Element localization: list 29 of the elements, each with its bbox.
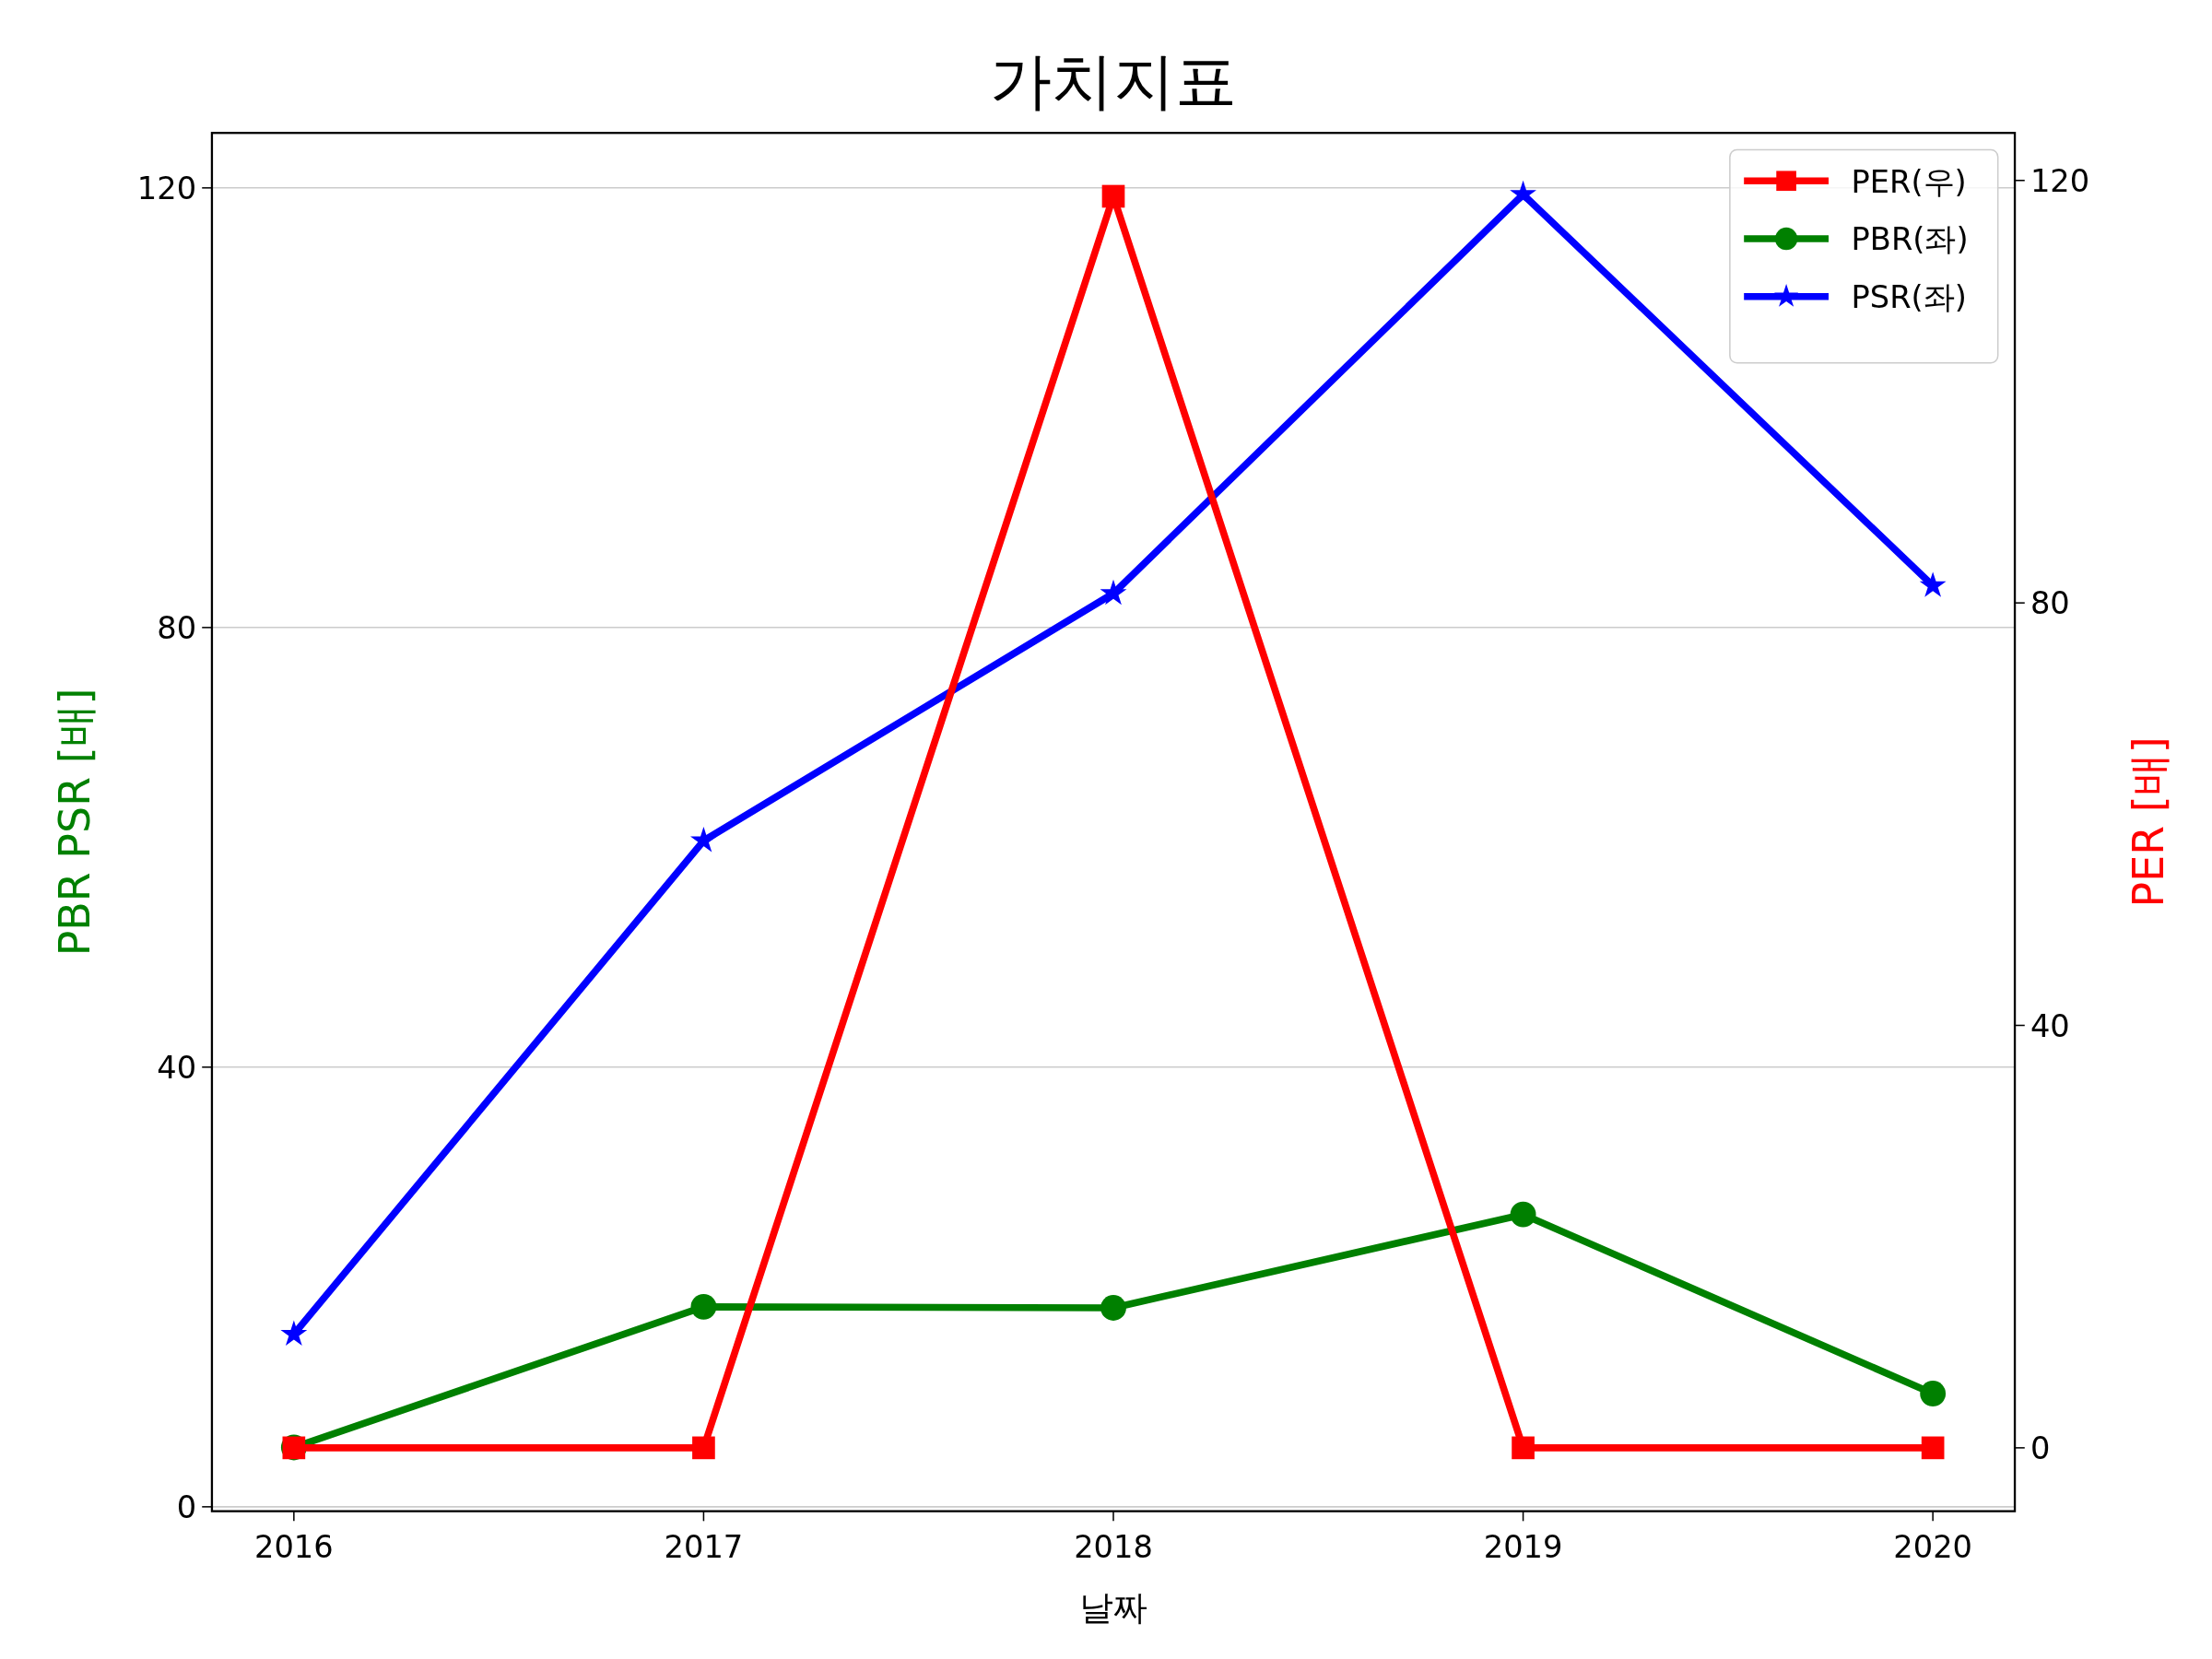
y2-tick-label: 120 [2030,163,2090,200]
y-tick-label: 80 [157,610,197,647]
x-tick-label: 2018 [1074,1529,1153,1566]
x-tick-label: 2020 [1893,1529,1972,1566]
x-tick-label: 2019 [1483,1529,1563,1566]
point [1510,180,1536,206]
x-axis-title: 날짜 [1079,1588,1147,1629]
point [690,827,717,853]
y-tick-label: 40 [157,1050,197,1087]
x-tick-label: 2017 [664,1529,744,1566]
legend-label: PBR(좌) [1851,221,1969,258]
legend-label: PSR(좌) [1851,279,1967,316]
y2-tick-label: 80 [2030,585,2070,622]
y-axis-title: PBR PSR [배] [49,688,100,957]
y2-tick-label: 40 [2030,1007,2070,1044]
y2-axis-title: PER [배] [2123,736,2173,908]
y-tick-label: 0 [176,1489,197,1526]
point [690,1293,717,1320]
legend-label: PER(우) [1851,163,1967,200]
point [1100,1295,1126,1321]
y2-tick-label: 0 [2030,1430,2051,1467]
y-tick-label: 120 [136,171,197,207]
point [1920,1381,1947,1406]
chart-title: 가치지표 [990,43,1237,117]
point [1100,579,1127,606]
point [280,1320,308,1346]
point [1510,1201,1536,1228]
point [1919,571,1947,597]
x-tick-label: 2016 [254,1529,334,1566]
